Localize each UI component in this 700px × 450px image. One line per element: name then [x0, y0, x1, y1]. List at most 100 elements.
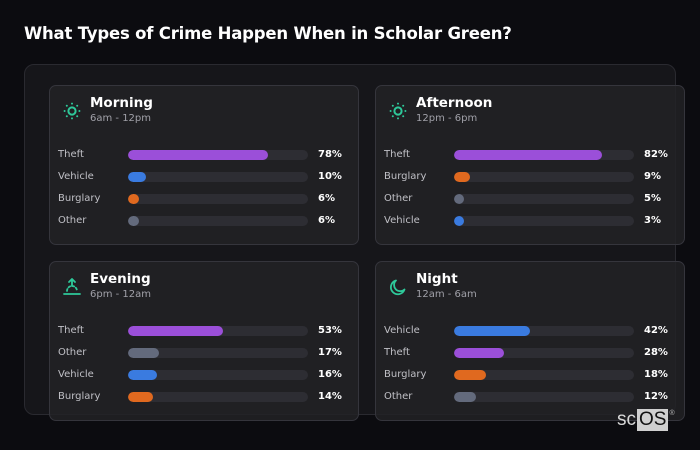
card-header: Afternoon 12pm - 6pm	[388, 95, 668, 126]
bar-label: Other	[58, 215, 87, 226]
card-afternoon: Afternoon 12pm - 6pm Theft 82% Burglary 9% O…	[375, 85, 685, 245]
bar-label: Burglary	[384, 369, 427, 380]
moon-icon	[390, 279, 406, 296]
bar-value: 14%	[318, 391, 342, 402]
bar-row-other: Other 5%	[384, 192, 674, 206]
bar-row-theft: Theft 28%	[384, 346, 674, 360]
bar-value: 53%	[318, 325, 342, 336]
bar-track	[454, 216, 634, 226]
card-header: Night 12am - 6am	[388, 271, 668, 302]
bar-row-burglary: Burglary 18%	[384, 368, 674, 382]
bar-value: 10%	[318, 171, 342, 182]
bar-track	[454, 172, 634, 182]
bar-track	[454, 370, 634, 380]
bar-track	[454, 194, 634, 204]
bar-value: 5%	[644, 193, 661, 204]
bar-track	[454, 326, 634, 336]
bar-fill	[128, 370, 157, 380]
bar-fill	[128, 326, 224, 336]
card-title: Morning	[90, 95, 153, 111]
card-time-range: 12am - 6am	[416, 289, 477, 300]
bar-fill	[454, 370, 487, 380]
registered-mark: ®	[669, 410, 675, 417]
bar-fill	[128, 172, 146, 182]
bar-fill	[454, 392, 476, 402]
bar-row-burglary: Burglary 9%	[384, 170, 674, 184]
card-header: Evening 6pm - 12am	[62, 271, 342, 302]
bar-row-theft: Theft 78%	[58, 148, 348, 162]
bar-value: 3%	[644, 215, 661, 226]
bar-label: Vehicle	[58, 369, 94, 380]
bar-row-theft: Theft 82%	[384, 148, 674, 162]
bar-track	[454, 150, 634, 160]
bar-fill	[454, 348, 505, 358]
bar-track	[454, 392, 634, 402]
card-time-range: 6am - 12pm	[90, 113, 152, 124]
card-time-range: 6pm - 12am	[90, 289, 152, 300]
page-title: What Types of Crime Happen When in Schol…	[24, 24, 512, 43]
bar-track	[128, 172, 308, 182]
bar-track	[128, 326, 308, 336]
card-title: Evening	[90, 271, 151, 287]
bar-label: Burglary	[58, 391, 101, 402]
bar-value: 16%	[318, 369, 342, 380]
bar-label: Vehicle	[384, 325, 420, 336]
card-morning: Morning 6am - 12pm Theft 78% Vehicle 10% Bur…	[49, 85, 359, 245]
bar-row-burglary: Burglary 6%	[58, 192, 348, 206]
card-night: Night 12am - 6am Vehicle 42% Theft 28% Burgl…	[375, 261, 685, 421]
bar-row-theft: Theft 53%	[58, 324, 348, 338]
bar-value: 42%	[644, 325, 668, 336]
bar-row-vehicle: Vehicle 42%	[384, 324, 674, 338]
bar-fill	[128, 348, 159, 358]
bar-label: Other	[384, 193, 413, 204]
bar-value: 17%	[318, 347, 342, 358]
sun-icon	[389, 102, 407, 120]
logo-text-os: OS	[637, 409, 669, 431]
bar-value: 28%	[644, 347, 668, 358]
bar-label: Other	[384, 391, 413, 402]
bar-label: Theft	[58, 149, 84, 160]
card-header: Morning 6am - 12pm	[62, 95, 342, 126]
bar-value: 12%	[644, 391, 668, 402]
bar-fill	[128, 392, 154, 402]
card-title: Night	[416, 271, 458, 287]
bar-row-burglary: Burglary 14%	[58, 390, 348, 404]
logo-text-sc: sc	[617, 409, 636, 430]
bar-row-vehicle: Vehicle 16%	[58, 368, 348, 382]
bar-fill	[454, 150, 602, 160]
bar-fill	[128, 216, 139, 226]
bar-row-other: Other 12%	[384, 390, 674, 404]
bar-label: Theft	[384, 347, 410, 358]
bar-value: 9%	[644, 171, 661, 182]
card-evening: Evening 6pm - 12am Theft 53% Other 17% Vehic…	[49, 261, 359, 421]
bar-row-vehicle: Vehicle 3%	[384, 214, 674, 228]
bar-track	[128, 370, 308, 380]
bar-fill	[454, 194, 464, 204]
bar-fill	[128, 150, 269, 160]
bar-row-other: Other 17%	[58, 346, 348, 360]
card-title: Afternoon	[416, 95, 493, 111]
bar-value: 18%	[644, 369, 668, 380]
bar-value: 82%	[644, 149, 668, 160]
bar-row-vehicle: Vehicle 10%	[58, 170, 348, 184]
bar-label: Vehicle	[58, 171, 94, 182]
bar-label: Theft	[384, 149, 410, 160]
bar-label: Other	[58, 347, 87, 358]
bar-label: Burglary	[384, 171, 427, 182]
bar-track	[454, 348, 634, 358]
sun-icon	[63, 102, 81, 120]
bar-value: 6%	[318, 193, 335, 204]
bar-fill	[454, 172, 471, 182]
bar-fill	[454, 216, 464, 226]
bar-fill	[454, 326, 530, 336]
bar-label: Theft	[58, 325, 84, 336]
scos-logo: sc OS ®	[617, 409, 675, 431]
bar-track	[128, 216, 308, 226]
bar-value: 78%	[318, 149, 342, 160]
bar-label: Vehicle	[384, 215, 420, 226]
card-time-range: 12pm - 6pm	[416, 113, 478, 124]
bar-track	[128, 150, 308, 160]
bar-track	[128, 348, 308, 358]
bar-track	[128, 392, 308, 402]
bar-track	[128, 194, 308, 204]
